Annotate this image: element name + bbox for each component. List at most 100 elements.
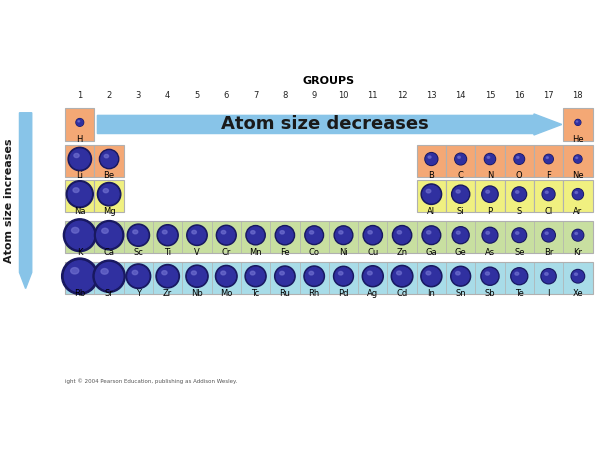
Circle shape — [63, 219, 96, 252]
Bar — [417, 145, 446, 177]
Text: Mo: Mo — [220, 289, 232, 298]
Circle shape — [97, 223, 122, 247]
Ellipse shape — [456, 190, 460, 193]
Ellipse shape — [486, 232, 489, 234]
Text: Al: Al — [427, 207, 435, 216]
Circle shape — [95, 262, 123, 290]
Bar — [417, 180, 446, 212]
Circle shape — [573, 189, 583, 199]
Circle shape — [157, 225, 178, 246]
Ellipse shape — [397, 231, 402, 234]
Ellipse shape — [162, 271, 167, 275]
Circle shape — [156, 265, 179, 288]
Ellipse shape — [456, 271, 460, 275]
Circle shape — [187, 225, 207, 246]
Ellipse shape — [368, 231, 372, 234]
Text: N: N — [487, 172, 493, 181]
Circle shape — [423, 186, 440, 203]
Text: Y: Y — [136, 289, 141, 298]
Circle shape — [216, 225, 236, 245]
Circle shape — [76, 119, 83, 126]
Circle shape — [456, 154, 466, 164]
Ellipse shape — [132, 271, 138, 275]
Circle shape — [514, 154, 524, 164]
Text: Kr: Kr — [573, 247, 582, 257]
Circle shape — [129, 226, 148, 245]
Bar — [504, 180, 534, 212]
Ellipse shape — [191, 271, 196, 275]
Text: Rh: Rh — [309, 289, 320, 298]
FancyArrow shape — [19, 113, 32, 289]
Text: 1: 1 — [77, 91, 82, 100]
Circle shape — [576, 120, 580, 125]
Circle shape — [512, 187, 527, 202]
Circle shape — [451, 266, 471, 286]
Text: K: K — [77, 247, 82, 257]
Text: Sb: Sb — [485, 289, 495, 298]
Circle shape — [365, 227, 381, 243]
Circle shape — [513, 188, 526, 200]
Bar — [563, 109, 592, 141]
Bar — [476, 145, 504, 177]
Text: Mg: Mg — [103, 207, 116, 216]
Ellipse shape — [487, 156, 489, 158]
Text: Te: Te — [515, 289, 524, 298]
Text: 4: 4 — [165, 91, 170, 100]
Text: 15: 15 — [485, 91, 495, 100]
Circle shape — [423, 227, 439, 243]
Circle shape — [95, 221, 124, 250]
Bar — [65, 109, 95, 141]
Text: O: O — [516, 172, 523, 181]
Ellipse shape — [250, 271, 255, 275]
Circle shape — [247, 267, 264, 285]
Bar — [563, 180, 592, 212]
Bar — [65, 180, 95, 212]
Circle shape — [394, 227, 411, 243]
Circle shape — [543, 229, 554, 241]
Ellipse shape — [545, 191, 548, 193]
Bar — [446, 180, 476, 212]
Circle shape — [512, 228, 527, 242]
Circle shape — [93, 260, 125, 292]
Text: Atom size increases: Atom size increases — [4, 138, 14, 263]
Ellipse shape — [517, 157, 519, 158]
Circle shape — [574, 156, 582, 163]
Circle shape — [483, 187, 497, 201]
Text: Sn: Sn — [455, 289, 466, 298]
Text: Se: Se — [514, 247, 524, 257]
Text: Mn: Mn — [249, 247, 262, 257]
Circle shape — [217, 267, 235, 286]
Circle shape — [334, 226, 353, 245]
Circle shape — [245, 266, 266, 287]
Ellipse shape — [339, 231, 343, 234]
Ellipse shape — [545, 232, 548, 234]
Text: Fe: Fe — [280, 247, 290, 257]
Circle shape — [305, 226, 323, 245]
Ellipse shape — [574, 273, 577, 276]
Circle shape — [101, 151, 117, 167]
Circle shape — [510, 268, 528, 285]
Circle shape — [64, 261, 95, 291]
Text: S: S — [517, 207, 522, 216]
Ellipse shape — [456, 231, 460, 234]
Text: Zr: Zr — [163, 289, 172, 298]
Circle shape — [393, 267, 411, 286]
Circle shape — [126, 264, 150, 289]
Circle shape — [482, 227, 498, 243]
Circle shape — [542, 228, 555, 242]
Circle shape — [247, 227, 264, 243]
Circle shape — [218, 227, 235, 244]
Circle shape — [275, 226, 294, 245]
Circle shape — [275, 266, 295, 286]
Text: 7: 7 — [253, 91, 258, 100]
Circle shape — [485, 154, 495, 164]
Circle shape — [574, 155, 582, 163]
Circle shape — [513, 229, 526, 242]
Text: V: V — [194, 247, 200, 257]
Ellipse shape — [72, 227, 79, 233]
Circle shape — [421, 184, 442, 204]
Circle shape — [515, 154, 524, 163]
Circle shape — [543, 189, 554, 200]
Ellipse shape — [192, 230, 196, 234]
Text: Rb: Rb — [74, 289, 85, 298]
